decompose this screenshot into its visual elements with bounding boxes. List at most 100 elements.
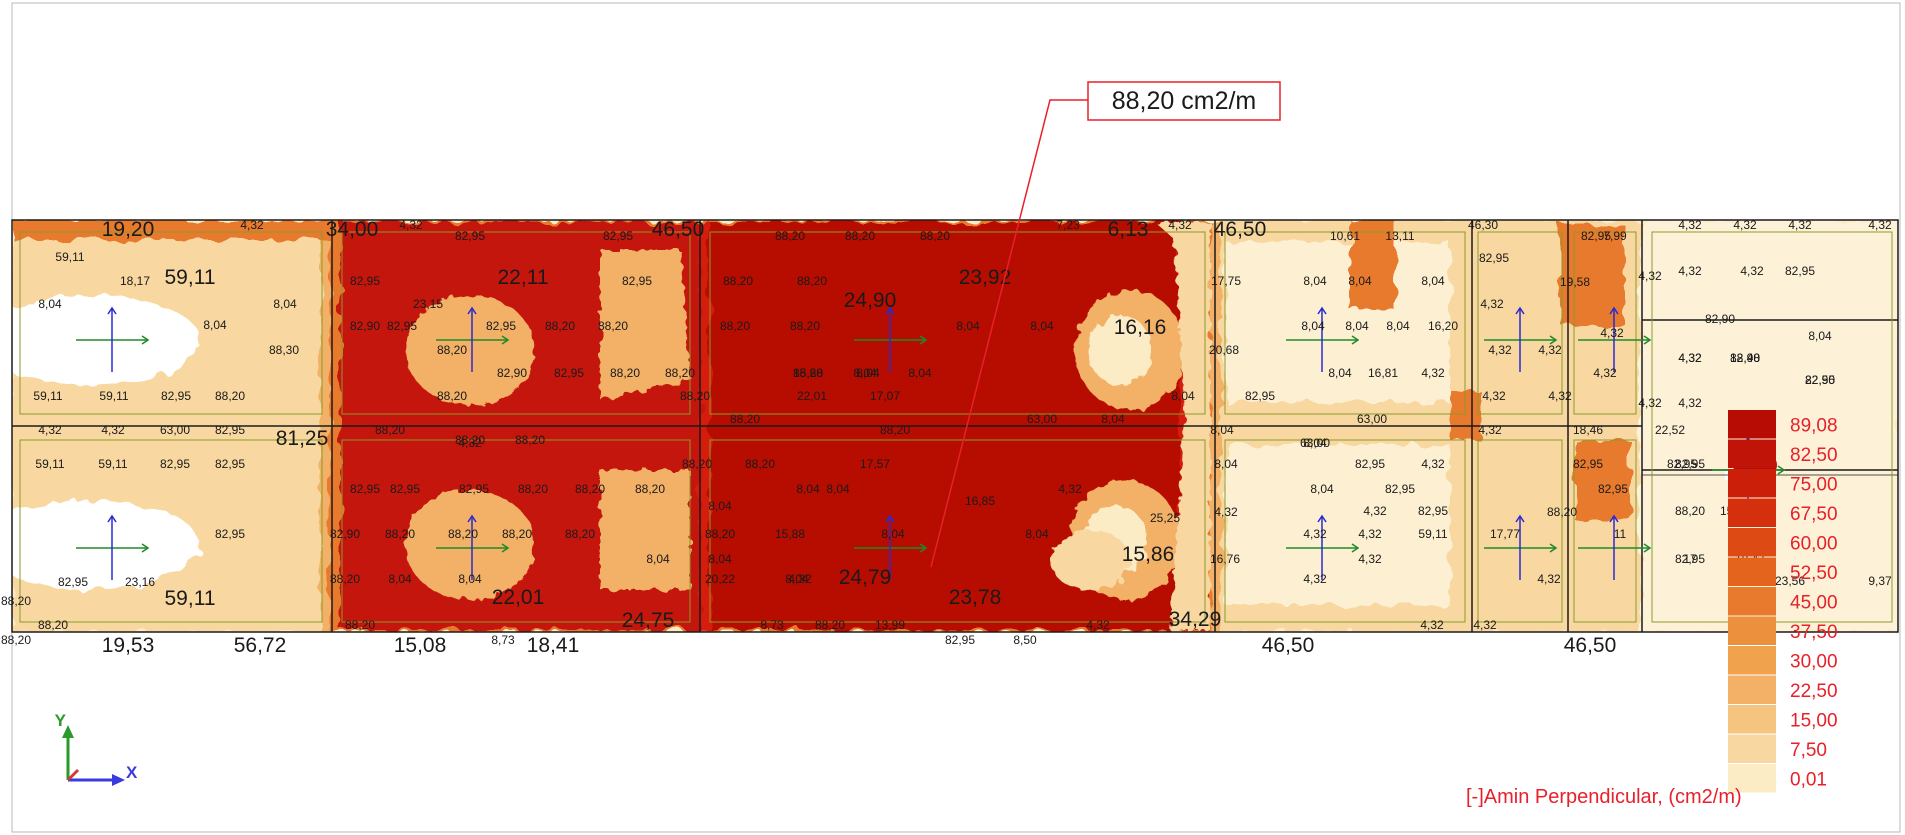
small-value-label: 4,32 xyxy=(1303,527,1327,541)
small-value-label: 17,77 xyxy=(1490,527,1520,541)
small-value-label: 8,04 xyxy=(1210,423,1234,437)
small-value-label: 88,20 xyxy=(515,433,545,447)
small-value-label: 4,32 xyxy=(1600,326,1624,340)
small-value-label: 4,32 xyxy=(1638,396,1662,410)
small-value-label: 17 xyxy=(1683,552,1697,566)
small-value-label: 82,95 xyxy=(58,575,88,589)
small-value-label: 88,20 xyxy=(518,482,548,496)
small-value-label: 88,20 xyxy=(705,527,735,541)
small-value-label: 8,04 xyxy=(1303,274,1327,288)
legend-value: 75,00 xyxy=(1790,475,1838,496)
slab-grid xyxy=(11,219,1899,633)
large-value-label: 24,75 xyxy=(622,609,675,632)
small-value-label: 88,30 xyxy=(269,343,299,357)
small-value-label: 4,32 xyxy=(1678,264,1702,278)
large-value-label: 18,41 xyxy=(527,634,580,657)
small-value-label: 88,20 xyxy=(635,482,665,496)
small-value-label: 8,04 xyxy=(708,499,732,513)
large-value-label: 22,11 xyxy=(498,266,549,289)
small-value-label: 8,04 xyxy=(646,552,670,566)
local-axis-cross xyxy=(1286,514,1360,580)
panel-outlines xyxy=(19,231,1893,623)
legend-value: 82,50 xyxy=(1790,445,1838,466)
callout-box[interactable] xyxy=(1087,81,1281,121)
small-value-label: 8,04 xyxy=(458,572,482,586)
small-value-label: 88,20 xyxy=(665,366,695,380)
small-value-label: 82,95 xyxy=(603,229,633,243)
small-value-label: 88,20 xyxy=(345,618,375,632)
small-value-label: 22,55 xyxy=(1805,373,1835,387)
small-value-label: 82,95 xyxy=(1581,229,1611,243)
legend-value: 60,00 xyxy=(1790,534,1838,555)
legend-value: 22,50 xyxy=(1790,681,1838,702)
legend-swatch xyxy=(1728,734,1776,763)
small-value-label: 4,32 xyxy=(1168,218,1192,232)
small-value-label: 4,32 xyxy=(1478,423,1502,437)
small-value-label: 88,20 xyxy=(720,319,750,333)
small-value-label: 8,04 xyxy=(1171,389,1195,403)
small-value-label: 8,04 xyxy=(785,572,809,586)
large-value-label: 23,78 xyxy=(949,586,1002,609)
small-value-label: 16,81 xyxy=(1368,366,1398,380)
small-value-label: 8,04 xyxy=(1214,457,1238,471)
small-value-label: 82,95 xyxy=(1385,482,1415,496)
small-value-label: 82,95 xyxy=(1245,389,1275,403)
small-value-label: 18,46 xyxy=(1573,423,1603,437)
small-value-label: 4,32 xyxy=(1358,527,1382,541)
large-value-label: 24,90 xyxy=(844,289,897,312)
local-axis-cross xyxy=(76,514,150,580)
large-value-label: 59,11 xyxy=(165,587,216,610)
small-value-label: 88,20 xyxy=(730,412,760,426)
small-value-label: 16,76 xyxy=(1210,552,1240,566)
large-value-label: 15,08 xyxy=(394,634,447,657)
small-value-label: 59,11 xyxy=(1418,527,1447,541)
small-value-label: 8,04 xyxy=(388,572,412,586)
small-value-label: 8,04 xyxy=(856,366,880,380)
small-value-label: 4,32 xyxy=(1058,482,1082,496)
small-value-label: 15,68 xyxy=(793,366,823,380)
small-value-label: 88,20 xyxy=(1,633,31,647)
small-value-label: 4,32 xyxy=(1480,297,1504,311)
small-value-label: 82,95 xyxy=(215,457,245,471)
small-value-label: 4,32 xyxy=(1421,457,1445,471)
large-value-label: 59,11 xyxy=(165,266,216,289)
small-value-label: 4,32 xyxy=(1678,351,1702,365)
small-value-label: 88,20 xyxy=(502,527,532,541)
small-value-label: 82,95 xyxy=(486,319,516,333)
small-value-label: 4,32 xyxy=(1548,389,1572,403)
small-value-label: 82,90 xyxy=(497,366,527,380)
local-axis-cross xyxy=(436,514,510,580)
small-value-label: 8,04 xyxy=(826,482,850,496)
small-value-label: 8,04 xyxy=(1025,527,1049,541)
small-value-label: 23,16 xyxy=(125,575,155,589)
small-value-label: 10,61 xyxy=(1330,229,1360,243)
small-value-label: 82,95 xyxy=(215,527,245,541)
small-value-label: 15,88 xyxy=(775,527,805,541)
small-value-label: 88,20 xyxy=(215,389,245,403)
small-value-label: 88,20 xyxy=(598,319,628,333)
small-value-label: 88,20 xyxy=(920,229,950,243)
legend-swatch xyxy=(1728,469,1776,498)
small-value-label: 4,32 xyxy=(1678,218,1702,232)
legend-value: 52,50 xyxy=(1790,563,1838,584)
small-value-label: 82,90 xyxy=(1805,373,1835,387)
small-value-label: 4,32 xyxy=(1593,366,1617,380)
small-value-label: 8,04 xyxy=(1310,482,1334,496)
callout[interactable]: 88,20 cm2/m xyxy=(930,81,1281,568)
legend-swatch xyxy=(1728,646,1776,675)
legend-value: 7,50 xyxy=(1790,740,1827,761)
small-value-label: 82,90 xyxy=(1730,351,1760,365)
small-value-label: 11 xyxy=(1614,527,1627,541)
local-axis-cross xyxy=(76,306,150,372)
small-value-label: 88,20 xyxy=(375,423,405,437)
small-value-label: 8,04 xyxy=(1030,319,1054,333)
large-value-label: 6,13 xyxy=(1108,218,1149,241)
small-value-label: 18,48 xyxy=(1730,351,1760,365)
legend-value: 89,08 xyxy=(1790,416,1838,437)
large-value-label: 46,50 xyxy=(1262,634,1315,657)
small-value-label: 82,95 xyxy=(945,633,975,647)
legend-swatch xyxy=(1728,557,1776,586)
small-value-label: 82,90 xyxy=(330,527,360,541)
